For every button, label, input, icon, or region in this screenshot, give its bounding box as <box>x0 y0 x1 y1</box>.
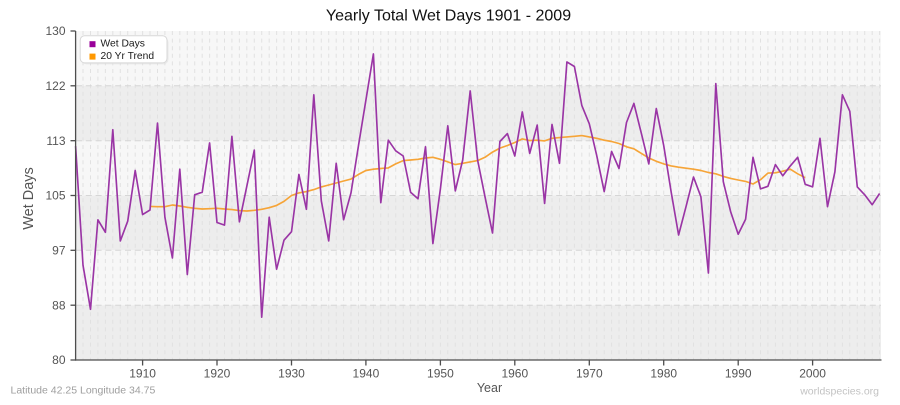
svg-text:1990: 1990 <box>725 367 752 381</box>
svg-text:130: 130 <box>45 24 65 38</box>
svg-text:1940: 1940 <box>353 367 380 381</box>
svg-text:1910: 1910 <box>129 367 156 381</box>
svg-text:1930: 1930 <box>278 367 305 381</box>
svg-text:1950: 1950 <box>427 367 454 381</box>
svg-text:Wet Days: Wet Days <box>101 39 145 50</box>
svg-text:88: 88 <box>52 298 66 312</box>
svg-text:20 Yr Trend: 20 Yr Trend <box>101 51 155 62</box>
svg-text:122: 122 <box>45 79 65 93</box>
svg-text:2000: 2000 <box>799 367 826 381</box>
svg-text:1970: 1970 <box>576 367 603 381</box>
svg-text:1980: 1980 <box>650 367 677 381</box>
svg-text:Year: Year <box>477 381 502 395</box>
svg-text:Yearly Total Wet Days 1901 - 2: Yearly Total Wet Days 1901 - 2009 <box>326 8 571 25</box>
svg-text:80: 80 <box>52 353 66 367</box>
svg-text:1960: 1960 <box>501 367 528 381</box>
svg-text:105: 105 <box>45 189 65 203</box>
svg-text:Wet Days: Wet Days <box>21 167 37 230</box>
svg-text:Latitude 42.25 Longitude 34.75: Latitude 42.25 Longitude 34.75 <box>11 384 156 396</box>
svg-text:113: 113 <box>46 134 65 148</box>
svg-text:1920: 1920 <box>204 367 231 381</box>
svg-text:worldspecies.org: worldspecies.org <box>799 386 879 398</box>
svg-text:97: 97 <box>52 244 66 258</box>
